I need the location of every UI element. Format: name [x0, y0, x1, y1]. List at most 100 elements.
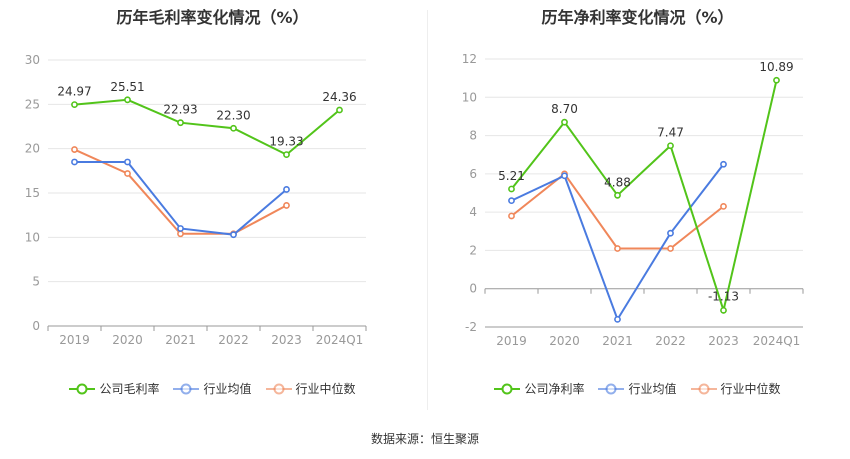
- data-point[interactable]: [614, 245, 621, 252]
- series-line: [74, 98, 341, 156]
- x-tick-label: 2019: [59, 333, 90, 347]
- data-point[interactable]: [667, 245, 674, 252]
- data-label: 25.51: [110, 80, 144, 94]
- legend-label: 行业均值: [628, 382, 677, 396]
- data-point[interactable]: [561, 172, 568, 180]
- x-tick-label: 2024Q1: [753, 334, 801, 348]
- data-label: 7.47: [657, 126, 684, 140]
- divider: [427, 10, 428, 410]
- legend-label: 公司净利率: [524, 382, 585, 396]
- chart-title: 历年毛利率变化情况（%）: [116, 8, 309, 27]
- data-point[interactable]: [720, 306, 727, 314]
- data-label: -1.13: [708, 290, 739, 304]
- data-point[interactable]: [508, 197, 515, 205]
- net-margin-chart: 历年净利率变化情况（%） -2 0 2 4 6 8 10 12 2019 2020 2021 2022…: [425, 0, 850, 420]
- x-tick-label: 2021: [602, 334, 633, 348]
- legend-label: 公司毛利率: [99, 382, 160, 396]
- x-tick-label: 2020: [112, 333, 143, 347]
- data-label: 10.89: [759, 60, 793, 74]
- data-point[interactable]: [177, 119, 184, 127]
- x-tick-label: 2022: [655, 334, 686, 348]
- data-point[interactable]: [336, 106, 343, 114]
- legend-item[interactable]: 行业中位数: [690, 380, 781, 397]
- data-point[interactable]: [283, 202, 290, 209]
- y-tick-label: 25: [25, 97, 40, 111]
- data-source: 数据来源：恒生聚源: [370, 432, 479, 446]
- data-point[interactable]: [177, 230, 184, 238]
- data-point[interactable]: [720, 160, 727, 168]
- data-point[interactable]: [124, 96, 131, 104]
- legend-item[interactable]: 行业均值: [173, 380, 252, 397]
- data-point[interactable]: [124, 170, 131, 177]
- legend-swatch: [494, 383, 521, 394]
- gross-margin-chart: 历年毛利率变化情况（%） 0 5 10 15 20 25 30 2019 2020 2021 202…: [0, 0, 425, 420]
- y-tick-label: 5: [32, 275, 40, 289]
- series-line: [74, 160, 288, 236]
- y-tick-label: 4: [469, 205, 477, 219]
- legend-label: 行业中位数: [720, 382, 781, 396]
- x-tick-label: 2020: [549, 334, 580, 348]
- data-label: 22.30: [216, 108, 250, 122]
- data-point[interactable]: [283, 186, 290, 193]
- legend-item[interactable]: 公司净利率: [494, 380, 584, 397]
- data-point[interactable]: [614, 191, 621, 199]
- data-point[interactable]: [71, 101, 78, 108]
- y-tick-label: 8: [469, 129, 477, 143]
- data-label: 19.33: [269, 135, 303, 149]
- legend-swatch: [69, 383, 96, 394]
- data-point[interactable]: [230, 231, 237, 239]
- legend-item[interactable]: 行业中位数: [265, 380, 356, 397]
- legend-swatch: [690, 383, 717, 394]
- data-label: 4.88: [604, 175, 631, 189]
- y-tick-label: 30: [25, 53, 40, 67]
- legend-label: 行业均值: [203, 382, 252, 396]
- data-point[interactable]: [177, 225, 184, 232]
- y-tick-label: 10: [462, 90, 477, 104]
- data-point[interactable]: [667, 229, 674, 237]
- data-point[interactable]: [71, 158, 78, 166]
- chart-title: 历年净利率变化情况（%）: [541, 8, 734, 27]
- legend-swatch: [173, 383, 200, 394]
- x-tick-label: 2024Q1: [316, 333, 364, 347]
- x-tick-label: 2021: [165, 333, 196, 347]
- legend-label: 行业中位数: [295, 382, 356, 396]
- y-tick-label: 10: [25, 230, 40, 244]
- data-label: 24.97: [57, 85, 91, 99]
- data-point[interactable]: [720, 202, 727, 210]
- y-tick-label: 2: [469, 243, 477, 257]
- legend-swatch: [598, 383, 625, 394]
- y-tick-label: 20: [25, 142, 40, 156]
- data-point[interactable]: [614, 315, 621, 323]
- data-point[interactable]: [283, 151, 290, 159]
- gross-margin-plot: 0 5 10 15 20 25 30 2019 2020 2021 2022 2023 2024Q1 24…: [25, 53, 367, 347]
- net-margin-plot: -2 0 2 4 6 8 10 12 2019 2020 2021 2022 2023 2024Q1 5.2…: [462, 52, 804, 348]
- x-tick-label: 2019: [496, 334, 527, 348]
- y-tick-label: 0: [32, 319, 40, 333]
- data-label: 5.21: [498, 169, 525, 183]
- y-tick-label: 12: [462, 52, 477, 66]
- x-tick-label: 2023: [271, 333, 302, 347]
- data-point[interactable]: [124, 158, 131, 166]
- y-tick-label: 0: [469, 282, 477, 296]
- data-point[interactable]: [508, 212, 515, 220]
- data-label: 22.93: [163, 103, 197, 117]
- y-tick-label: -2: [465, 320, 477, 334]
- y-tick-label: 6: [469, 167, 477, 181]
- data-label: 8.70: [551, 102, 578, 116]
- data-point[interactable]: [561, 118, 568, 126]
- data-label: 24.36: [322, 90, 356, 104]
- data-point[interactable]: [71, 146, 78, 153]
- data-point[interactable]: [667, 142, 674, 150]
- legend-item[interactable]: 公司毛利率: [69, 380, 159, 397]
- data-point[interactable]: [508, 185, 515, 193]
- legend-swatch: [265, 383, 292, 394]
- legend-item[interactable]: 行业均值: [598, 380, 677, 397]
- series-line: [510, 80, 778, 315]
- y-tick-label: 15: [25, 186, 40, 200]
- x-tick-label: 2022: [218, 333, 249, 347]
- x-tick-label: 2023: [708, 334, 739, 348]
- legend: 公司净利率 行业均值 行业中位数: [425, 380, 850, 397]
- legend: 公司毛利率 行业均值 行业中位数: [0, 380, 425, 397]
- data-point[interactable]: [230, 124, 237, 132]
- data-point[interactable]: [773, 76, 780, 84]
